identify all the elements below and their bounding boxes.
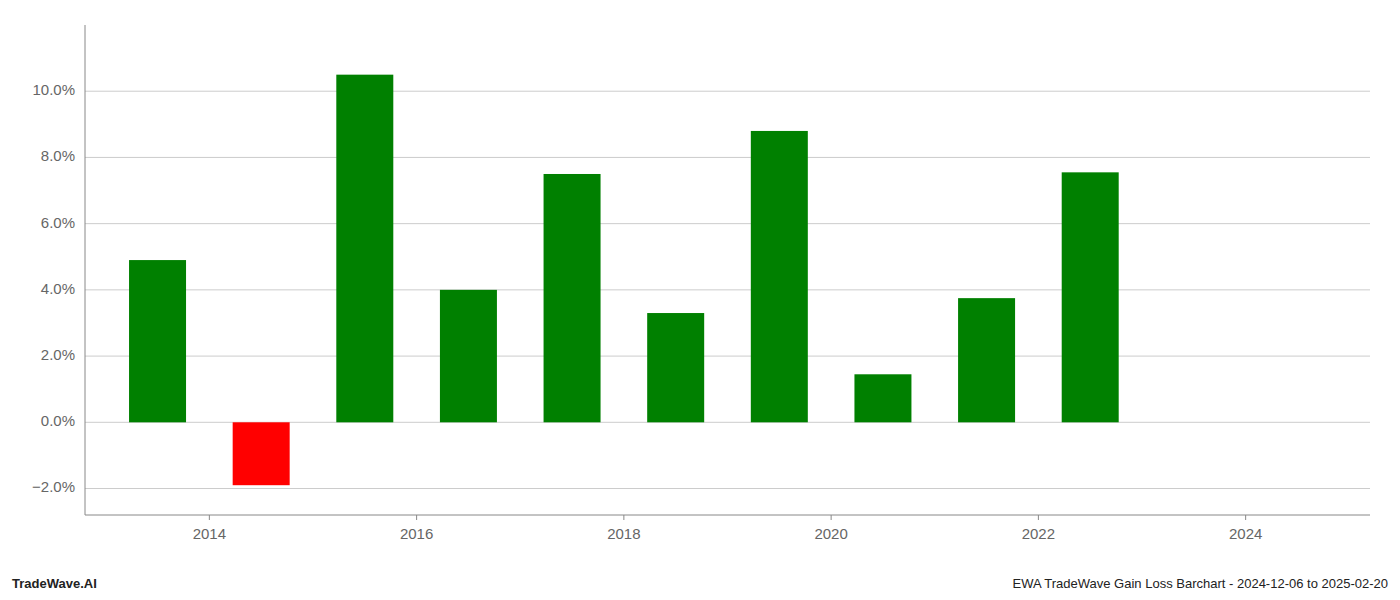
x-tick (1038, 515, 1039, 520)
x-tick-label: 2018 (607, 525, 640, 542)
grid-line (85, 289, 1370, 290)
chart: −2.0%0.0%2.0%4.0%6.0%8.0%10.0%2014201620… (0, 0, 1400, 600)
y-tick-label: 0.0% (41, 412, 75, 429)
x-tick-label: 2024 (1229, 525, 1262, 542)
y-tick-label: 2.0% (41, 346, 75, 363)
bar (336, 75, 393, 423)
x-tick (1245, 515, 1246, 520)
grid-line (85, 488, 1370, 489)
grid-line (85, 157, 1370, 158)
y-tick-label: 8.0% (41, 147, 75, 164)
bar (751, 131, 808, 422)
bar (647, 313, 704, 422)
x-tick (416, 515, 417, 520)
bar (440, 290, 497, 422)
x-tick-label: 2020 (814, 525, 847, 542)
x-tick-label: 2014 (193, 525, 226, 542)
y-tick-label: −2.0% (32, 478, 75, 495)
grid (85, 91, 1370, 488)
y-tick-label: 4.0% (41, 280, 75, 297)
bar (1062, 172, 1119, 422)
y-axis-line (85, 25, 86, 515)
x-tick-label: 2016 (400, 525, 433, 542)
bar (129, 260, 186, 422)
y-tick-label: 6.0% (41, 214, 75, 231)
bar (544, 174, 601, 422)
grid-line (85, 91, 1370, 92)
x-tick-labels: 2014 2016 2018 2020 2022 2024 (193, 515, 1263, 542)
x-tick (623, 515, 624, 520)
x-tick-label: 2022 (1022, 525, 1055, 542)
bar (854, 374, 911, 422)
grid-line (85, 223, 1370, 224)
grid-line (85, 356, 1370, 357)
bar (233, 422, 290, 485)
x-tick (209, 515, 210, 520)
bars (129, 75, 1119, 486)
y-tick-label: 10.0% (32, 81, 75, 98)
y-tick-labels: −2.0% 0.0% 2.0% 4.0% 6.0% 8.0% 10.0% (32, 81, 75, 495)
x-axis-line (85, 515, 1370, 516)
footer-right: EWA TradeWave Gain Loss Barchart - 2024-… (1012, 576, 1388, 591)
bar (958, 298, 1015, 422)
footer-left: TradeWave.AI (12, 576, 97, 591)
x-tick (831, 515, 832, 520)
